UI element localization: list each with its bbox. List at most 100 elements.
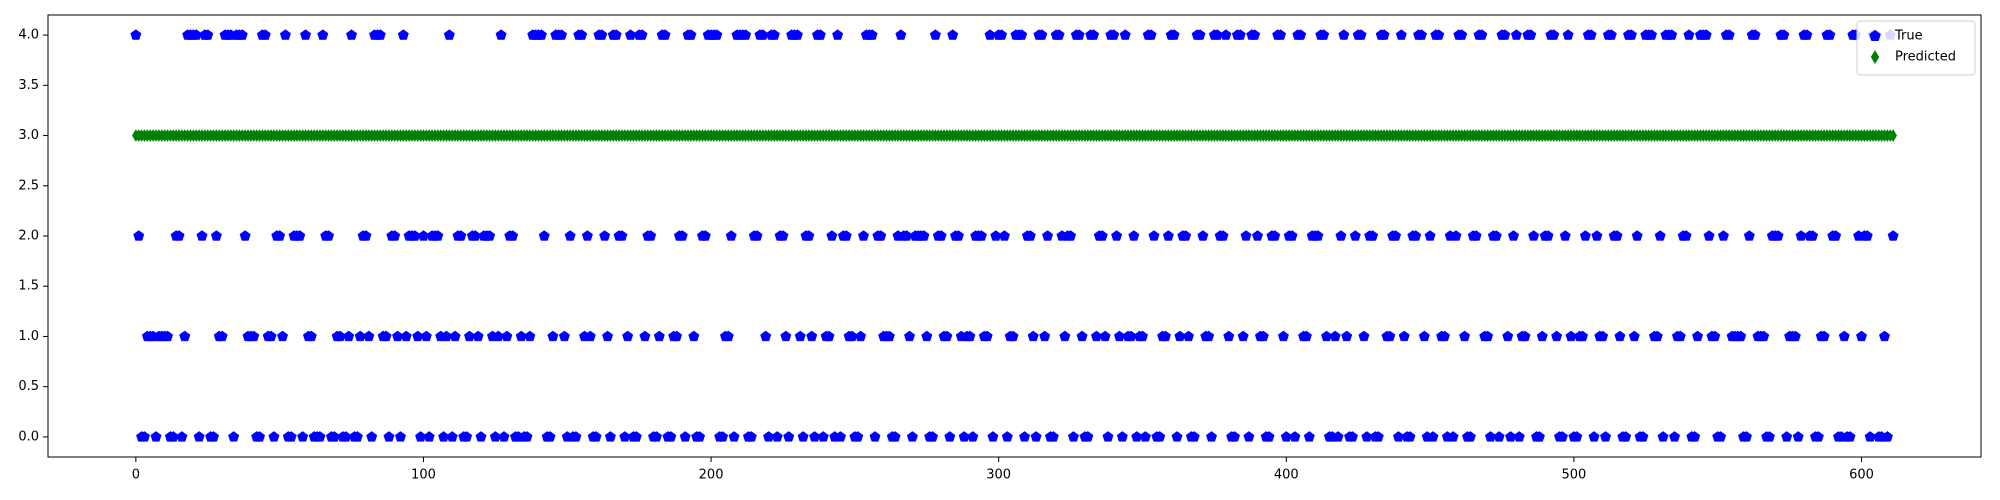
point: [432, 230, 444, 241]
point: [133, 230, 145, 241]
point: [1493, 431, 1505, 442]
y-tick-label: 3.5: [18, 78, 39, 93]
point: [1533, 431, 1545, 442]
point: [622, 330, 634, 342]
point: [236, 29, 248, 40]
point: [590, 431, 602, 442]
point: [1096, 230, 1108, 241]
point: [596, 29, 608, 40]
point: [314, 431, 326, 442]
point: [1579, 230, 1591, 241]
point: [558, 330, 570, 342]
point: [903, 330, 916, 342]
point: [1476, 29, 1488, 40]
x-tick-label: 600: [1849, 468, 1874, 483]
point: [1234, 29, 1246, 40]
point: [1384, 330, 1396, 342]
point: [274, 230, 286, 241]
point: [1735, 330, 1747, 342]
point: [259, 29, 271, 40]
point: [728, 431, 740, 442]
point: [967, 431, 979, 442]
point: [138, 431, 151, 442]
point: [1027, 330, 1039, 342]
point: [239, 230, 251, 241]
point: [1657, 431, 1669, 442]
point: [1205, 431, 1218, 442]
point: [1456, 29, 1468, 40]
point: [1318, 29, 1330, 40]
point: [1180, 230, 1192, 241]
point: [1510, 29, 1522, 40]
point: [1605, 29, 1617, 40]
point: [1723, 29, 1735, 40]
point: [636, 29, 648, 40]
point: [1332, 431, 1344, 442]
point: [1838, 330, 1850, 342]
point: [317, 29, 329, 40]
point: [857, 230, 870, 241]
point: [1047, 431, 1059, 442]
point: [895, 29, 907, 40]
point: [1410, 230, 1422, 241]
y-tick-label: 2.0: [18, 229, 39, 244]
point: [1053, 29, 1065, 40]
point: [783, 431, 795, 442]
point: [1418, 330, 1430, 342]
point: [1548, 29, 1560, 40]
point: [906, 431, 918, 442]
point: [300, 29, 312, 40]
point: [202, 29, 214, 40]
point: [1830, 230, 1842, 241]
y-tick-label: 3.0: [18, 128, 39, 143]
point: [538, 230, 550, 241]
point: [1398, 330, 1410, 342]
point: [472, 330, 484, 342]
point: [1781, 431, 1793, 442]
point: [1024, 230, 1036, 241]
point: [1390, 230, 1402, 241]
point: [1490, 230, 1502, 241]
point: [1669, 431, 1681, 442]
point: [1470, 230, 1482, 241]
point: [814, 29, 826, 40]
point: [584, 330, 596, 342]
point: [351, 431, 363, 442]
point: [1338, 29, 1350, 40]
point: [665, 431, 677, 442]
point: [1257, 330, 1269, 342]
point: [1591, 230, 1603, 241]
point: [1556, 431, 1568, 442]
point: [722, 330, 734, 342]
point: [671, 330, 683, 342]
point: [475, 431, 487, 442]
point: [1223, 330, 1235, 342]
point: [1341, 330, 1353, 342]
point: [1536, 330, 1548, 342]
point: [524, 330, 536, 342]
point: [1637, 431, 1649, 442]
point: [397, 29, 409, 40]
point: [1646, 29, 1658, 40]
y-tick-label: 1.0: [18, 329, 39, 344]
point: [1099, 330, 1111, 342]
point: [268, 431, 280, 442]
point: [1108, 29, 1120, 40]
point: [1252, 230, 1264, 241]
point: [679, 431, 691, 442]
point: [1378, 29, 1390, 40]
point: [179, 330, 191, 342]
point: [449, 330, 461, 342]
point: [1159, 330, 1172, 342]
point: [998, 230, 1010, 241]
point: [1217, 230, 1229, 241]
point: [791, 29, 803, 40]
x-tick-label: 200: [699, 468, 724, 483]
point: [1807, 230, 1819, 241]
point: [855, 330, 867, 342]
point: [1683, 29, 1695, 40]
point: [659, 29, 671, 40]
point: [1525, 29, 1537, 40]
point: [1692, 330, 1704, 342]
